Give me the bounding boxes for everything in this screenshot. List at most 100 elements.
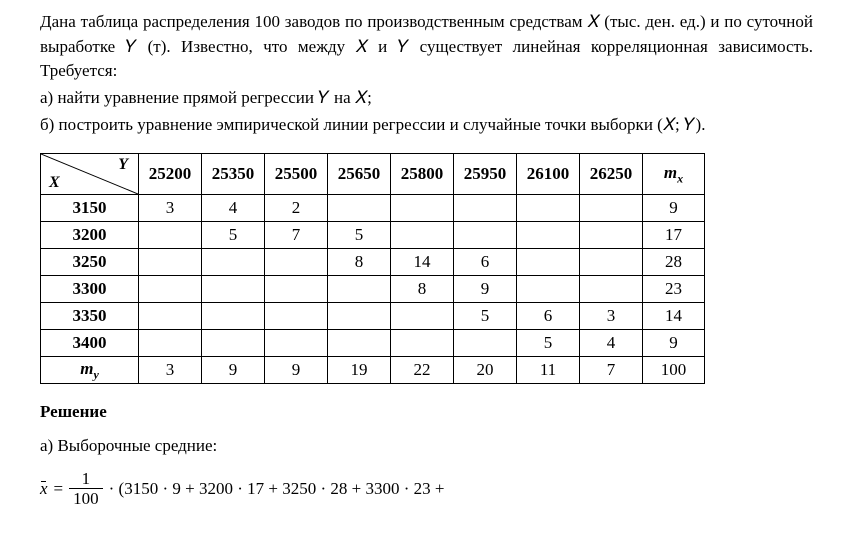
fraction-denominator: 100 [69,488,103,507]
cell: 5 [328,222,391,249]
cell: 6 [517,303,580,330]
cell [517,249,580,276]
x-header: 3200 [41,222,139,249]
table-row: 3300 8 9 23 [41,276,705,303]
y-header: 26250 [580,154,643,195]
fraction-numerator: 1 [78,470,95,488]
table-row: 3200 5 7 5 17 [41,222,705,249]
cell [454,195,517,222]
cell [139,276,202,303]
cell [580,222,643,249]
cell: 6 [454,249,517,276]
total-cell: 100 [643,357,705,384]
my-cell: 11 [517,357,580,384]
table-row: 3400 5 4 9 [41,330,705,357]
mx-cell: 9 [643,195,705,222]
y-header: 25950 [454,154,517,195]
cell [265,330,328,357]
y-axis-label: Y [118,156,128,174]
cell: 7 [265,222,328,249]
mx-sub: x [677,171,683,185]
cell [517,222,580,249]
problem-statement: Дана таблица распределения 100 заводов п… [40,10,813,84]
my-sub: y [93,367,98,381]
my-header: my [41,357,139,384]
cell: 5 [517,330,580,357]
cell [202,249,265,276]
cell [139,249,202,276]
mx-header: mx [643,154,705,195]
cell: 2 [265,195,328,222]
mean-formula: x = 1 100 · (3150 · 9 + 3200 · 17 + 3250… [40,470,813,507]
cell [265,249,328,276]
x-header: 3250 [41,249,139,276]
mx-label: m [664,163,677,182]
cell [328,303,391,330]
my-cell: 20 [454,357,517,384]
table-row: 3350 5 6 3 14 [41,303,705,330]
cell [391,303,454,330]
cell: 9 [454,276,517,303]
my-cell: 9 [202,357,265,384]
my-cell: 7 [580,357,643,384]
y-header: 25350 [202,154,265,195]
cell [517,195,580,222]
problem-part-a: а) найти уравнение прямой регрессии 𝑌 на… [40,86,813,111]
cell: 3 [139,195,202,222]
cell [454,222,517,249]
cell [328,195,391,222]
cell [517,276,580,303]
mx-cell: 23 [643,276,705,303]
cell [391,222,454,249]
x-header: 3350 [41,303,139,330]
solution-a-line: а) Выборочные средние: [40,436,813,456]
cell: 5 [202,222,265,249]
mx-cell: 17 [643,222,705,249]
cell [202,276,265,303]
cell [391,330,454,357]
cell: 3 [580,303,643,330]
x-header: 3150 [41,195,139,222]
table-row: 3250 8 14 6 28 [41,249,705,276]
cell [265,276,328,303]
distribution-table: Y X 25200 25350 25500 25650 25800 25950 … [40,153,705,384]
mx-cell: 14 [643,303,705,330]
table-footer-row: my 3 9 9 19 22 20 11 7 100 [41,357,705,384]
cell [328,330,391,357]
formula-rhs: · (3150 · 9 + 3200 · 17 + 3250 · 28 + 33… [109,479,445,499]
cell [580,249,643,276]
cell: 14 [391,249,454,276]
my-cell: 3 [139,357,202,384]
y-header: 25650 [328,154,391,195]
cell: 8 [391,276,454,303]
y-header: 26100 [517,154,580,195]
cell [580,195,643,222]
x-axis-label: X [49,174,60,192]
mx-cell: 9 [643,330,705,357]
y-header: 25800 [391,154,454,195]
cell [202,330,265,357]
cell [391,195,454,222]
cell: 4 [202,195,265,222]
table-header-row: Y X 25200 25350 25500 25650 25800 25950 … [41,154,705,195]
my-cell: 19 [328,357,391,384]
cell [139,222,202,249]
cell: 8 [328,249,391,276]
y-header: 25500 [265,154,328,195]
problem-part-b: б) построить уравнение эмпирической лини… [40,113,813,138]
my-cell: 9 [265,357,328,384]
mx-cell: 28 [643,249,705,276]
cell [139,330,202,357]
cell: 4 [580,330,643,357]
x-header: 3400 [41,330,139,357]
cell: 5 [454,303,517,330]
solution-heading: Решение [40,402,813,422]
cell [202,303,265,330]
cell [139,303,202,330]
cell [265,303,328,330]
fraction: 1 100 [69,470,103,507]
xbar-symbol: x [40,479,48,499]
table-row: 3150 3 4 2 9 [41,195,705,222]
my-cell: 22 [391,357,454,384]
cell [328,276,391,303]
